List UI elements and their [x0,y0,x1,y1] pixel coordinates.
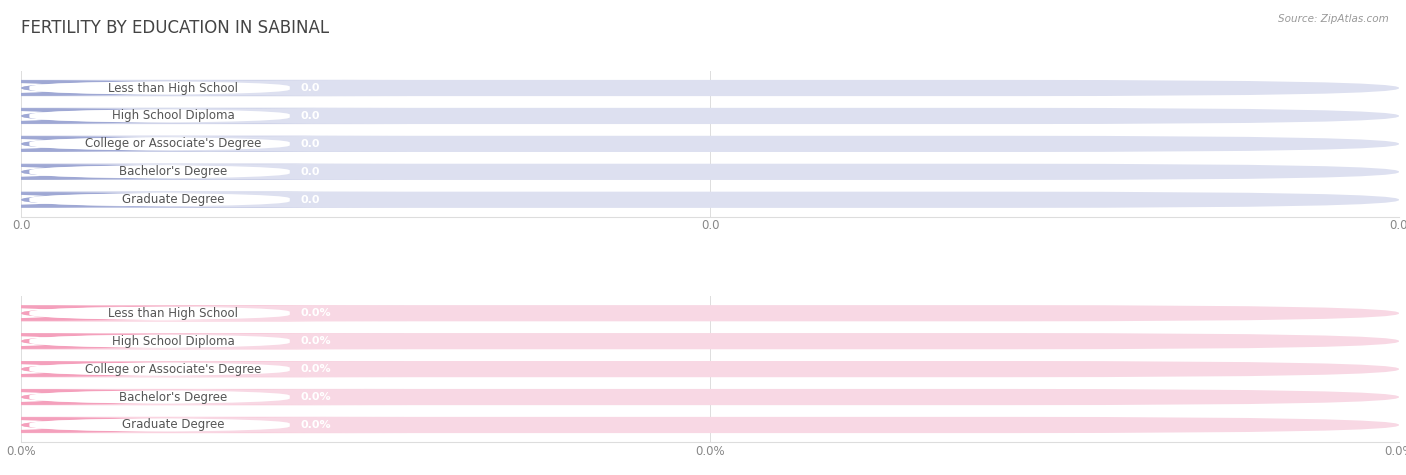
Text: Graduate Degree: Graduate Degree [122,418,225,431]
FancyBboxPatch shape [0,417,406,433]
FancyBboxPatch shape [21,305,1399,321]
Text: Source: ZipAtlas.com: Source: ZipAtlas.com [1278,14,1389,24]
FancyBboxPatch shape [21,80,1399,96]
Text: 0.0: 0.0 [301,111,321,121]
FancyBboxPatch shape [0,192,406,208]
FancyBboxPatch shape [0,361,406,377]
FancyBboxPatch shape [0,306,332,321]
FancyBboxPatch shape [0,136,332,152]
Text: High School Diploma: High School Diploma [112,335,235,348]
Text: 0.0%: 0.0% [301,364,332,374]
Text: Less than High School: Less than High School [108,307,239,320]
FancyBboxPatch shape [21,108,1399,124]
FancyBboxPatch shape [0,361,332,377]
FancyBboxPatch shape [0,390,332,405]
FancyBboxPatch shape [0,80,332,95]
FancyBboxPatch shape [21,361,1399,377]
Text: College or Associate's Degree: College or Associate's Degree [86,362,262,376]
FancyBboxPatch shape [0,333,332,349]
FancyBboxPatch shape [21,333,1399,349]
Text: High School Diploma: High School Diploma [112,109,235,123]
FancyBboxPatch shape [21,417,1399,433]
FancyBboxPatch shape [0,333,406,349]
Text: 0.0%: 0.0% [301,336,332,346]
Text: 0.0: 0.0 [301,195,321,205]
Text: 0.0%: 0.0% [301,420,332,430]
FancyBboxPatch shape [0,389,406,405]
FancyBboxPatch shape [21,192,1399,208]
Text: 0.0: 0.0 [301,167,321,177]
FancyBboxPatch shape [21,389,1399,405]
FancyBboxPatch shape [0,108,406,124]
Text: 0.0%: 0.0% [301,308,332,318]
Text: 0.0: 0.0 [301,83,321,93]
Text: 0.0%: 0.0% [301,392,332,402]
FancyBboxPatch shape [0,164,406,180]
Text: FERTILITY BY EDUCATION IN SABINAL: FERTILITY BY EDUCATION IN SABINAL [21,19,329,37]
Text: Graduate Degree: Graduate Degree [122,193,225,206]
Text: 0.0: 0.0 [301,139,321,149]
FancyBboxPatch shape [0,192,332,207]
Text: College or Associate's Degree: College or Associate's Degree [86,137,262,151]
FancyBboxPatch shape [21,164,1399,180]
FancyBboxPatch shape [0,164,332,180]
Text: Bachelor's Degree: Bachelor's Degree [120,165,228,178]
FancyBboxPatch shape [0,80,406,96]
FancyBboxPatch shape [0,305,406,321]
Text: Less than High School: Less than High School [108,82,239,95]
FancyBboxPatch shape [0,418,332,433]
FancyBboxPatch shape [21,136,1399,152]
FancyBboxPatch shape [0,108,332,124]
Text: Bachelor's Degree: Bachelor's Degree [120,390,228,404]
FancyBboxPatch shape [0,136,406,152]
